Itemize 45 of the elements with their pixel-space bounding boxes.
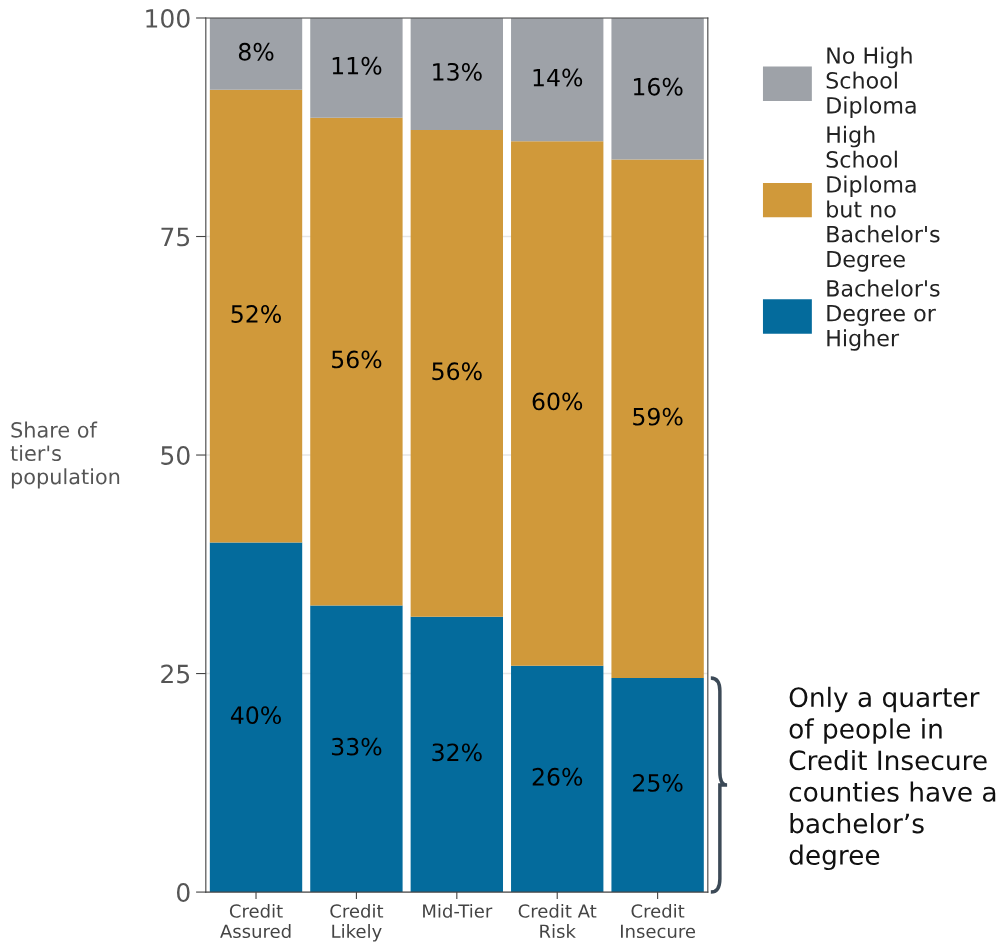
legend-label: No High School Diploma [826,46,916,119]
bar [209,89,303,543]
bar [410,129,503,617]
data-label: 56% [332,350,382,369]
data-label: 13% [433,62,482,81]
data-label: 14% [533,68,583,87]
data-label: 32% [432,743,482,762]
bar [310,605,403,893]
bar [511,17,604,142]
legend-label: High School Diploma but no Bachelor's Degree [826,125,940,272]
x-tick-label: Credit At Risk [518,903,597,939]
y-tick-label: 25 [161,664,190,684]
bar [611,677,704,893]
bar [410,17,503,130]
data-label: 25% [633,773,683,792]
data-label: 59% [633,407,683,426]
data-label: 8% [238,42,274,61]
bar [410,616,503,893]
x-tick-label: Mid-Tier [423,903,493,918]
data-label: 56% [432,362,482,381]
bar [209,17,303,90]
data-label: 16% [633,77,683,96]
data-label: 26% [532,767,583,786]
data-label: 60% [532,392,583,411]
x-tick-label: Credit Insecure [621,903,696,939]
bar [511,141,604,666]
y-tick-label: 50 [161,445,190,465]
bar [310,117,403,606]
data-label: 40% [230,706,281,725]
y-tick-label: 75 [161,227,190,247]
legend-label: Bachelor's Degree or Higher [827,279,940,351]
x-tick-label: Credit Likely [330,903,384,942]
bar [611,17,704,160]
data-label: 11% [332,56,382,75]
text: Only a quarter of people in Credit Insecure counties have a bachelor’s degree [789,686,996,871]
y-axis-title: Share of tier's population [10,421,120,489]
bar [611,159,704,678]
y-tick-label: 0 [176,883,190,902]
y-tick-label: 100 [146,8,190,28]
data-label: 33% [331,737,382,756]
bar [511,665,604,893]
bar [209,542,303,893]
x-tick-label: Credit Assured [220,903,291,939]
data-label: 52% [231,305,281,323]
bar [310,17,403,118]
